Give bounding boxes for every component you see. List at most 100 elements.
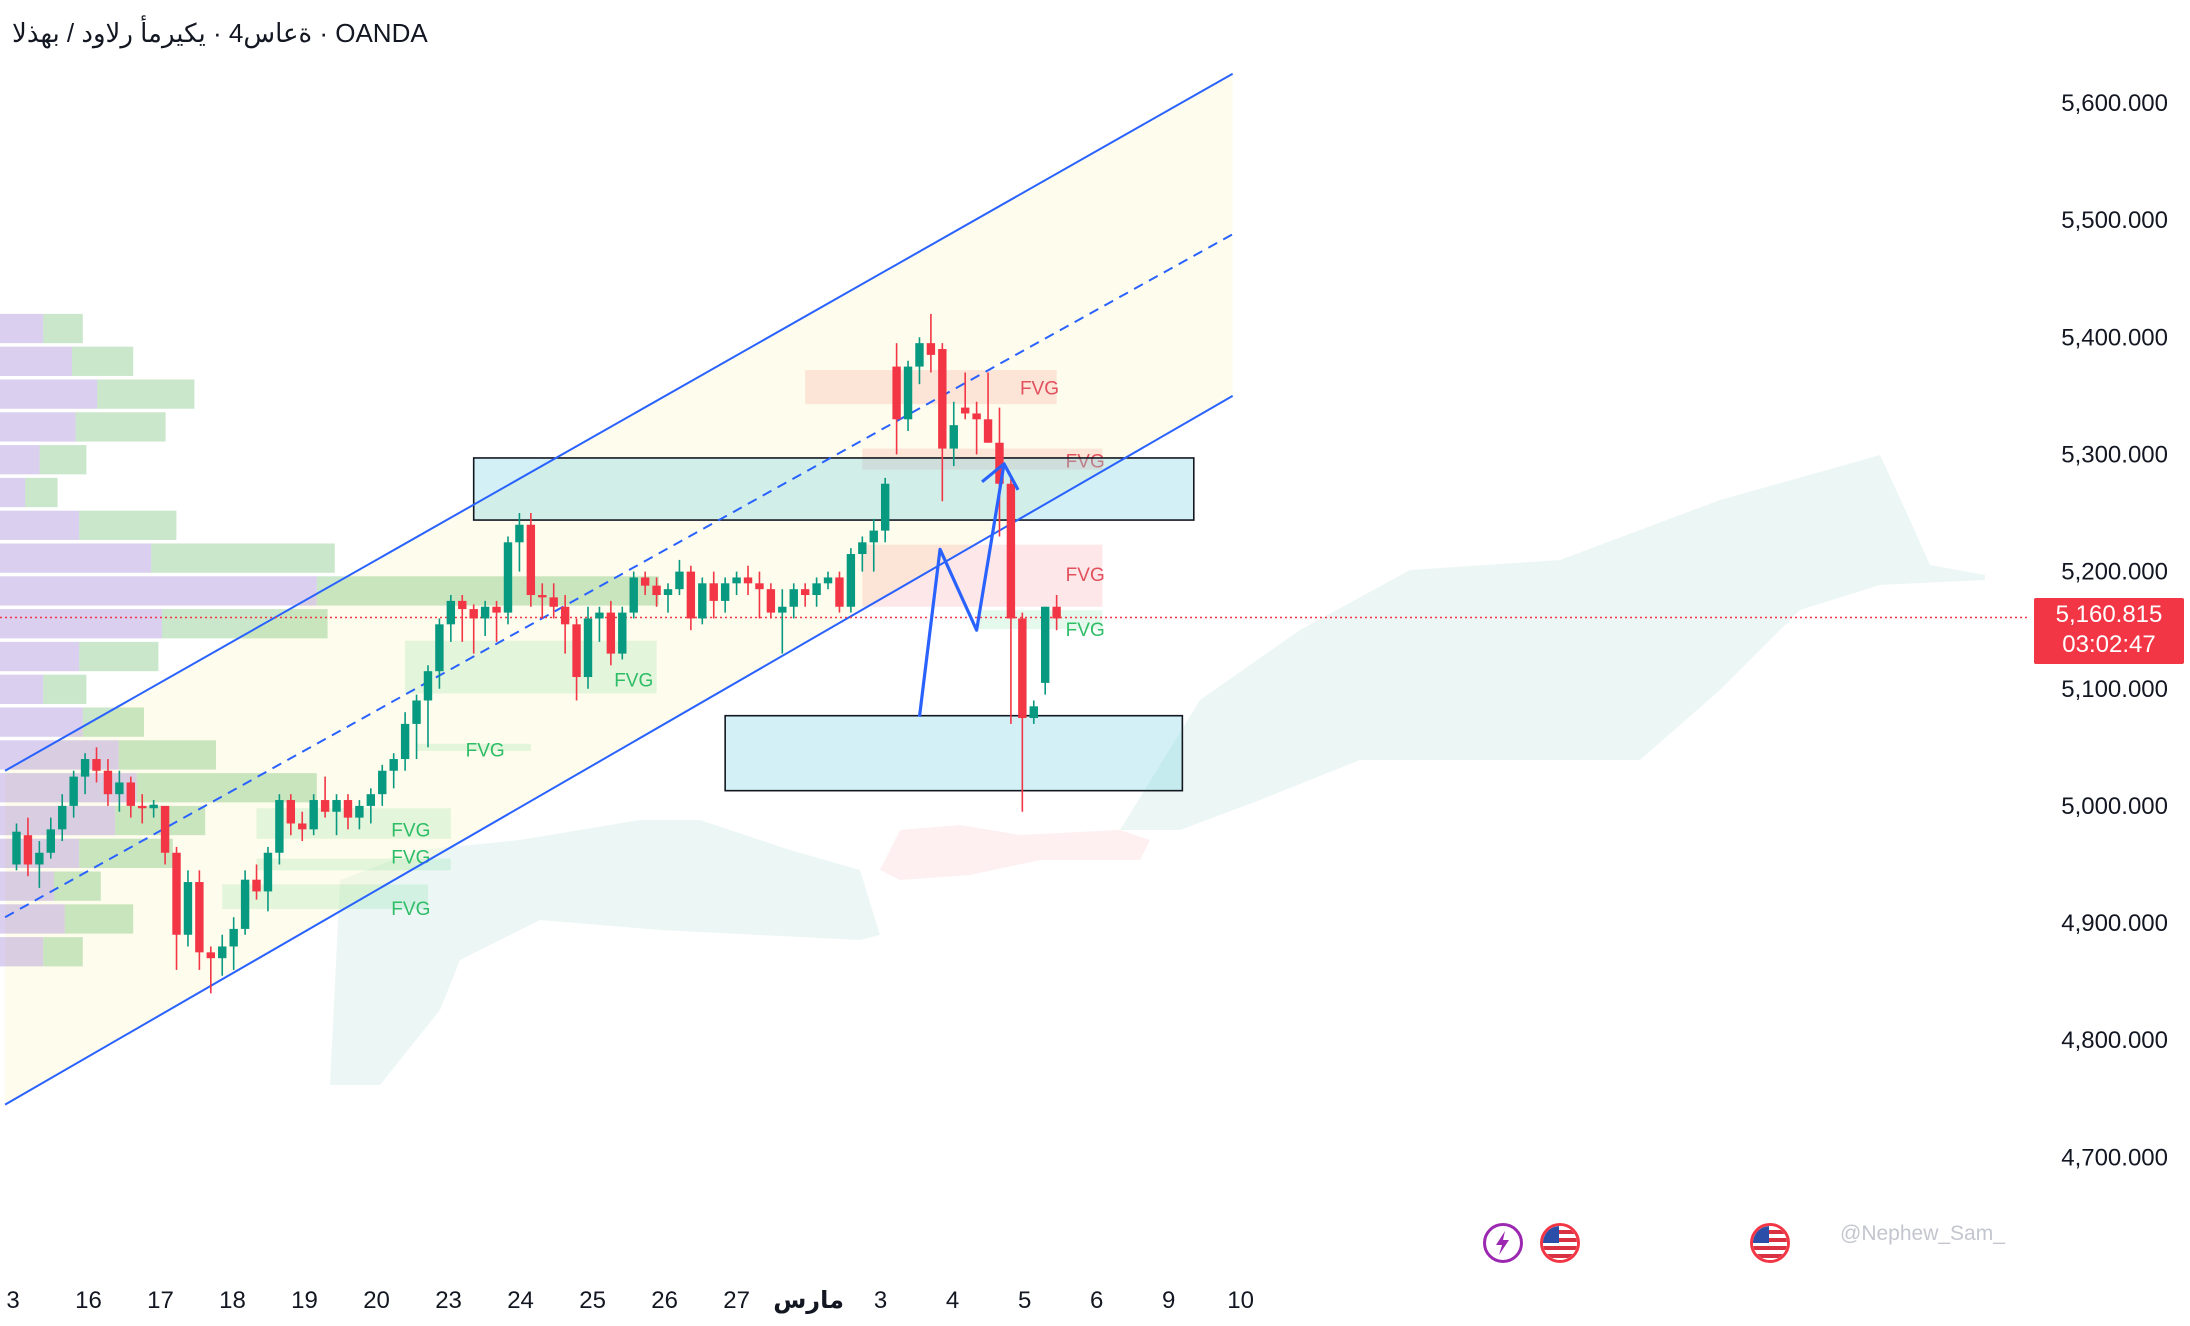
volume-bar-up [0, 576, 317, 606]
x-tick-label: 27 [723, 1287, 750, 1314]
volume-bar-up [0, 707, 83, 737]
y-tick-label: 4,700.000 [2061, 1144, 2168, 1171]
y-tick-label: 5,400.000 [2061, 324, 2168, 351]
candle-body [160, 805, 170, 853]
candle-body [400, 723, 410, 760]
x-tick-label: 26 [651, 1287, 678, 1314]
candle-body [606, 612, 616, 654]
volume-bar-up [0, 412, 76, 442]
candle-body [480, 606, 490, 619]
volume-bar-up [0, 543, 152, 573]
volume-bar-down [97, 379, 195, 409]
fvg-box [256, 858, 451, 871]
candle-body [275, 800, 284, 853]
candle-body [378, 770, 387, 795]
candle-body [332, 800, 341, 812]
volume-bar-up [0, 510, 80, 540]
volume-bar-down [151, 543, 335, 573]
y-tick-label: 4,900.000 [2061, 910, 2168, 937]
x-axis: 3 16 17 18 19 20 23 24 25 26 27 مارس 3 4 5 6 9 10 [6, 1287, 1254, 1314]
fvg-label: FVG [391, 820, 430, 841]
x-tick-label: 24 [507, 1287, 534, 1314]
volume-bar-up [0, 871, 54, 901]
x-tick-label: 6 [1090, 1287, 1103, 1314]
last-price-tag: 5,160.815 03:02:47 [2034, 598, 2184, 664]
ichimoku-cloud [330, 455, 1985, 1085]
x-tick-label: 20 [363, 1287, 390, 1314]
channel-middle-line [4, 233, 1234, 919]
us-flag-icon[interactable] [1540, 1223, 1580, 1263]
volume-bar-down [79, 838, 173, 868]
channel-band [5, 73, 1233, 1105]
candle-body [115, 782, 124, 795]
volume-profile [0, 313, 659, 967]
x-tick-label: 16 [75, 1287, 102, 1314]
x-tick-label: 4 [946, 1287, 959, 1314]
volume-bar-down [82, 707, 144, 737]
candle-body [663, 589, 673, 596]
candle-body [320, 800, 330, 812]
candle-body [755, 583, 764, 590]
fvg-label: FVG [1020, 379, 1059, 400]
volume-bar-down [43, 313, 83, 344]
volume-bar-up [0, 805, 116, 836]
candle-body [743, 577, 753, 584]
author-watermark: @Nephew_Sam_ [1840, 1222, 2005, 1245]
y-tick-label: 5,300.000 [2061, 441, 2168, 468]
candle-body [103, 770, 113, 795]
candle-body [35, 852, 44, 865]
cloud-red [880, 825, 1150, 880]
x-tick-label: 3 [874, 1287, 887, 1314]
symbol-title: ةعاس4 · يكيرمأ رلاود / بهذلا · OANDA [12, 18, 428, 48]
fvg-label: FVG [391, 847, 430, 868]
volume-bar-down [43, 937, 83, 967]
candle-body [869, 530, 878, 543]
candle-body [926, 343, 936, 355]
fvg-label: FVG [466, 741, 505, 762]
x-tick-label: مارس [773, 1287, 844, 1314]
candle-body [263, 852, 273, 892]
volume-bar-down [79, 641, 159, 672]
volume-bar-down [118, 740, 216, 770]
candle-body [446, 600, 456, 625]
zone-box [472, 457, 1195, 521]
x-tick-label: 19 [291, 1287, 318, 1314]
candle-body [69, 776, 78, 806]
candle-body [172, 852, 181, 935]
volume-bar-up [0, 346, 72, 376]
zone-box [724, 714, 1184, 792]
candle-body [583, 618, 593, 678]
candle-body [252, 879, 261, 892]
volume-bar-up [0, 904, 65, 934]
candle-body [195, 882, 204, 953]
candle-body [549, 597, 558, 607]
channel-fill [5, 73, 1233, 1105]
candle-body [58, 805, 67, 830]
lightning-icon[interactable] [1483, 1223, 1523, 1263]
candle-body [538, 595, 547, 598]
volume-bar-down [136, 773, 317, 803]
candle-body [846, 554, 856, 607]
candle-body [915, 343, 924, 367]
candle-body [812, 583, 821, 596]
candle-body [183, 882, 193, 935]
candle-body [492, 606, 501, 613]
candle-body [343, 800, 353, 818]
candle-body [858, 542, 867, 555]
volume-bar-down [43, 674, 87, 704]
bar-countdown: 03:02:47 [2062, 631, 2156, 658]
candle-body [686, 571, 696, 619]
candle-body [412, 700, 421, 724]
volume-bar-down [64, 904, 134, 934]
fvg-box [416, 743, 531, 751]
us-flag-icon[interactable] [1750, 1223, 1790, 1263]
candle-body [423, 671, 433, 701]
volume-bar-up [0, 609, 162, 639]
candle-body [1029, 706, 1038, 719]
x-tick-label: 3 [6, 1287, 19, 1314]
x-tick-label: 18 [219, 1287, 246, 1314]
candle-body [835, 577, 844, 607]
candle-body [1018, 618, 1027, 719]
candle-body [366, 794, 376, 806]
